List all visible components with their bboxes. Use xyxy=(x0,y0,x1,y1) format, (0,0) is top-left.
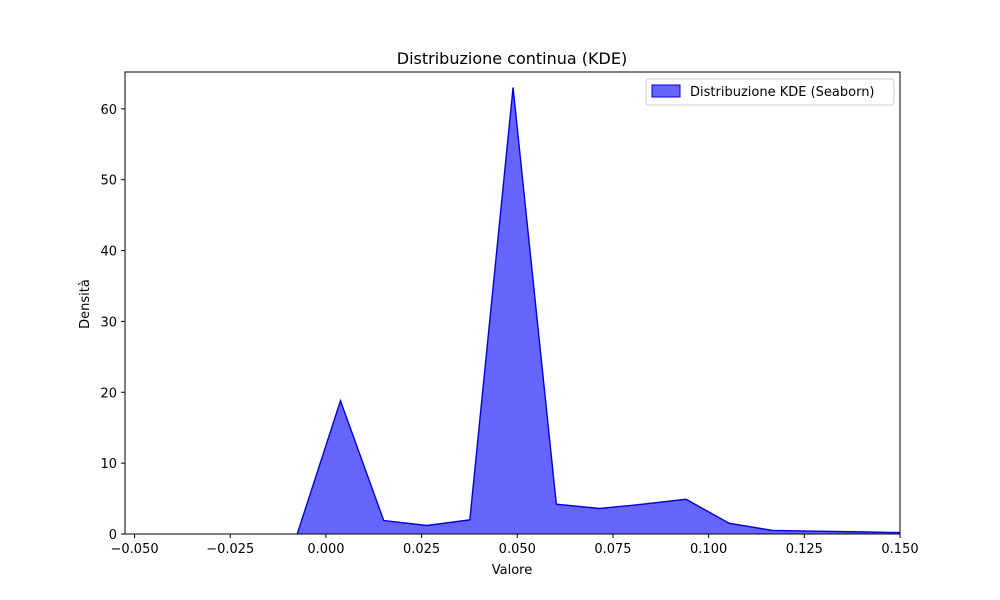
y-tick-label: 60 xyxy=(100,103,117,118)
legend-box xyxy=(645,78,895,106)
y-tick-label: 20 xyxy=(100,386,117,401)
y-axis-label: Densità xyxy=(78,279,93,329)
y-tick-label: 10 xyxy=(100,457,117,472)
x-tick-label: −0.025 xyxy=(206,542,254,557)
x-tick-label: 0.000 xyxy=(307,542,344,557)
y-tick-label: 30 xyxy=(100,315,117,330)
chart-title: Distribuzione continua (KDE) xyxy=(397,49,627,68)
area-layer xyxy=(296,87,901,535)
x-tick-label: 0.150 xyxy=(881,542,918,557)
legend-swatch xyxy=(651,84,681,98)
y-tick-label: 50 xyxy=(100,174,117,189)
y-tick-label: 0 xyxy=(109,528,117,543)
x-tick-label: −0.050 xyxy=(111,542,159,557)
x-tick-label: 0.050 xyxy=(499,542,536,557)
x-axis-label: Valore xyxy=(492,563,532,578)
y-tick-label: 40 xyxy=(100,245,117,260)
kde-area-fill xyxy=(297,87,901,534)
kde-line xyxy=(296,87,901,535)
axes-frame xyxy=(124,71,901,535)
y-axis: 0 10 20 30 40 50 60 xyxy=(100,103,125,543)
legend-label: Distribuzione KDE (Seaborn) xyxy=(690,85,875,100)
x-tick-label: 0.025 xyxy=(403,542,440,557)
x-tick-label: 0.075 xyxy=(594,542,631,557)
x-tick-label: 0.125 xyxy=(786,542,823,557)
x-axis: −0.050 −0.025 0.000 0.025 0.050 0.075 0.100 0.1… xyxy=(111,534,919,557)
legend: Distribuzione KDE (Seaborn) xyxy=(645,78,895,106)
x-tick-label: 0.100 xyxy=(690,542,727,557)
